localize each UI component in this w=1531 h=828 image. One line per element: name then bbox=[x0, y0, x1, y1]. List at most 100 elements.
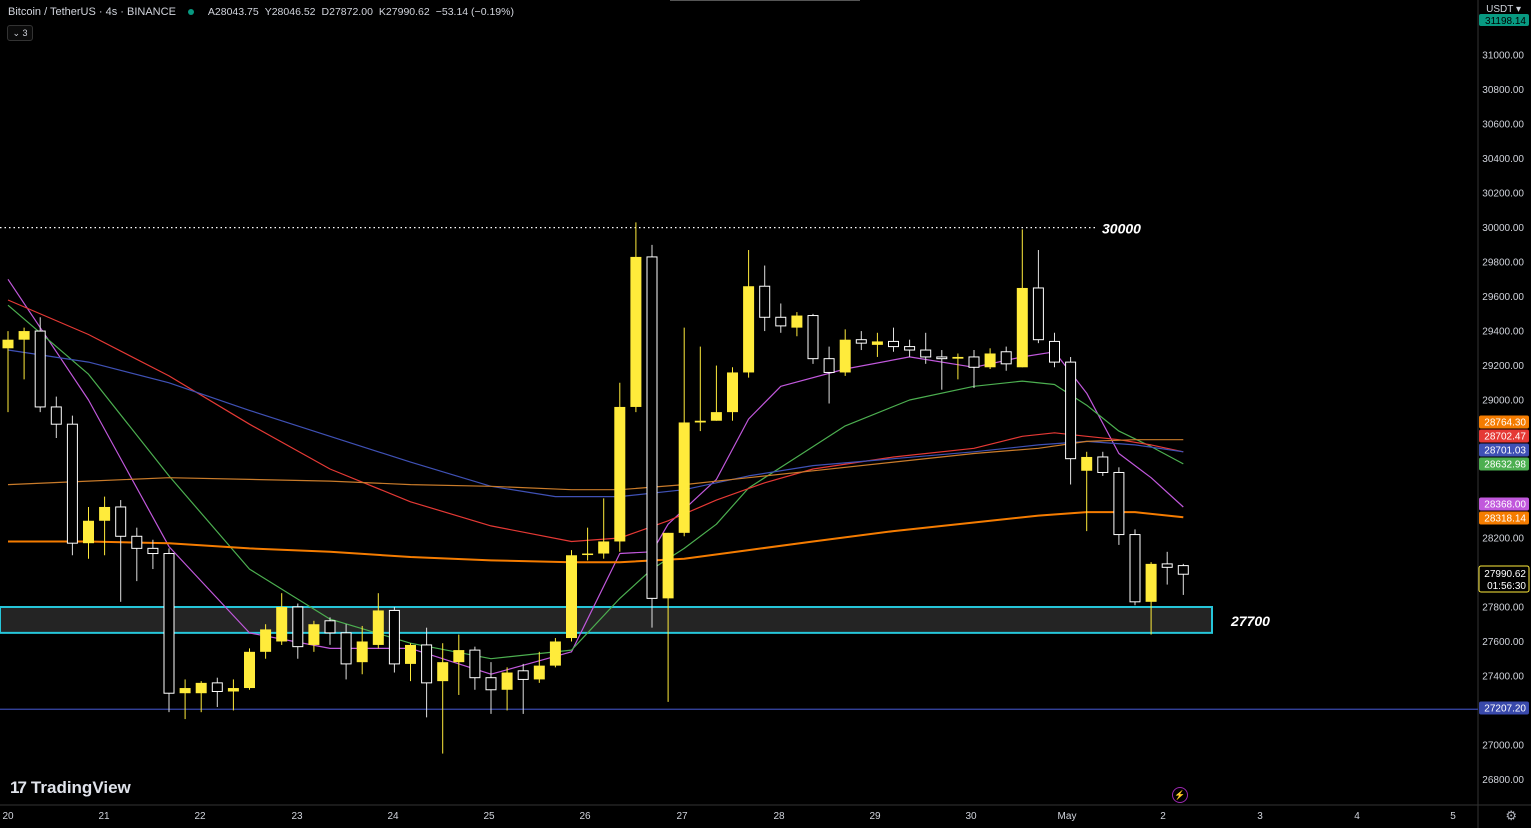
y-tick-label: 29600.00 bbox=[1482, 292, 1524, 303]
candle-body[interactable] bbox=[1081, 456, 1093, 471]
tradingview-logo[interactable]: 17 TradingView bbox=[10, 778, 131, 798]
candle-body[interactable] bbox=[549, 641, 561, 666]
candle-body[interactable] bbox=[437, 662, 449, 682]
candle-body[interactable] bbox=[227, 688, 239, 692]
candle-body[interactable] bbox=[469, 649, 481, 679]
candle-body[interactable] bbox=[710, 412, 722, 421]
candle-body[interactable] bbox=[759, 285, 771, 318]
candle-body[interactable] bbox=[904, 346, 916, 351]
lightning-icon[interactable]: ⚡ bbox=[1172, 787, 1188, 803]
candle-body[interactable] bbox=[871, 341, 883, 345]
candle-body[interactable] bbox=[984, 353, 996, 368]
candle-body[interactable] bbox=[566, 555, 577, 639]
candle-body[interactable] bbox=[1161, 563, 1173, 568]
top-divider bbox=[670, 0, 860, 1]
candle-body[interactable] bbox=[83, 520, 94, 544]
candle-body[interactable] bbox=[453, 650, 465, 663]
x-tick-label: 4 bbox=[1354, 811, 1360, 822]
candle-body[interactable] bbox=[807, 315, 819, 360]
candle-body[interactable] bbox=[115, 506, 127, 537]
candle-body[interactable] bbox=[775, 316, 787, 327]
candle-body[interactable] bbox=[1097, 456, 1109, 473]
symbol-title[interactable]: Bitcoin / TetherUS · 4s · BINANCE bbox=[8, 6, 176, 18]
candle-body[interactable] bbox=[356, 641, 368, 663]
candle-body[interactable] bbox=[244, 651, 255, 689]
candle-body[interactable] bbox=[1113, 471, 1125, 536]
candle-body[interactable] bbox=[99, 506, 111, 521]
candle-body[interactable] bbox=[791, 315, 803, 328]
candle-body[interactable] bbox=[533, 665, 545, 680]
candle-body[interactable] bbox=[163, 553, 175, 694]
gear-icon[interactable]: ⚙ bbox=[1505, 808, 1517, 823]
y-tick-label: 27600.00 bbox=[1482, 637, 1524, 648]
x-tick-label: 5 bbox=[1450, 811, 1456, 822]
candle-body[interactable] bbox=[823, 358, 835, 373]
candle-body[interactable] bbox=[646, 256, 658, 599]
candle-body[interactable] bbox=[421, 644, 433, 684]
candle-body[interactable] bbox=[598, 541, 610, 554]
candle-body[interactable] bbox=[727, 372, 738, 413]
candle-body[interactable] bbox=[308, 624, 320, 645]
candle-body[interactable] bbox=[855, 339, 867, 344]
candle-body[interactable] bbox=[501, 672, 513, 690]
candle-body[interactable] bbox=[147, 547, 159, 555]
candle-body[interactable] bbox=[1065, 361, 1077, 460]
candle-body[interactable] bbox=[324, 620, 336, 634]
candle-body[interactable] bbox=[694, 420, 706, 423]
candle-body[interactable] bbox=[388, 609, 400, 665]
candle-body[interactable] bbox=[340, 632, 352, 665]
candle-body[interactable] bbox=[936, 356, 948, 360]
candle-body[interactable] bbox=[50, 406, 62, 425]
y-tick-label: 30400.00 bbox=[1482, 154, 1524, 165]
candle-body[interactable] bbox=[260, 629, 272, 652]
candle-body[interactable] bbox=[888, 340, 899, 348]
candle-body[interactable] bbox=[1145, 563, 1157, 602]
ohlc-low: D27872.00 bbox=[321, 6, 373, 18]
candle-body[interactable] bbox=[839, 339, 851, 373]
candle-body[interactable] bbox=[195, 682, 207, 694]
y-tick-label: 26800.00 bbox=[1482, 775, 1524, 786]
candle-body[interactable] bbox=[292, 606, 304, 648]
candle-countdown-label: 01:56:30 bbox=[1487, 581, 1526, 592]
x-tick-label: 22 bbox=[194, 811, 206, 822]
candle-body[interactable] bbox=[517, 670, 529, 680]
candle-body[interactable] bbox=[678, 422, 690, 533]
support-zone[interactable] bbox=[0, 605, 1213, 634]
candle-body[interactable] bbox=[405, 644, 416, 664]
candle-body[interactable] bbox=[66, 423, 78, 544]
candle-body[interactable] bbox=[1049, 340, 1060, 363]
currency-selector[interactable]: USDT ▾ bbox=[1486, 4, 1521, 15]
candle-body[interactable] bbox=[1000, 351, 1012, 365]
candle-body[interactable] bbox=[630, 256, 642, 407]
candle-body[interactable] bbox=[34, 330, 46, 408]
candle-body[interactable] bbox=[1016, 287, 1028, 368]
candle-body[interactable] bbox=[372, 610, 384, 645]
candle-body[interactable] bbox=[1129, 534, 1141, 603]
candle-body[interactable] bbox=[485, 677, 497, 691]
candle-body[interactable] bbox=[743, 286, 755, 373]
candle-body[interactable] bbox=[179, 688, 191, 694]
candle-body[interactable] bbox=[582, 553, 594, 556]
candle-body[interactable] bbox=[276, 606, 288, 642]
ohlc-close: K27990.62 bbox=[378, 6, 430, 18]
moving-average-line bbox=[8, 511, 1184, 564]
candle-body[interactable] bbox=[18, 331, 30, 340]
indicator-toggle-button[interactable]: ⌄ 3 bbox=[7, 25, 33, 41]
candle-body[interactable] bbox=[131, 535, 143, 549]
tradingview-logo-icon: 17 bbox=[10, 778, 27, 797]
top-price-tag-label: 31198.14 bbox=[1485, 16, 1526, 27]
candle-body[interactable] bbox=[662, 532, 674, 599]
candle-body[interactable] bbox=[952, 356, 964, 359]
candle-body[interactable] bbox=[1177, 565, 1189, 575]
candle-body[interactable] bbox=[211, 682, 223, 692]
moving-average-line bbox=[7, 349, 1184, 498]
candle-body[interactable] bbox=[1032, 287, 1044, 341]
candle-body[interactable] bbox=[614, 406, 626, 542]
symbol-legend[interactable]: Bitcoin / TetherUS · 4s · BINANCE A28043… bbox=[8, 6, 514, 18]
candle-body[interactable] bbox=[968, 356, 980, 368]
candle-body[interactable] bbox=[2, 339, 14, 349]
x-tick-label: 27 bbox=[676, 811, 688, 822]
moving-average-line bbox=[7, 299, 1184, 543]
candle-body[interactable] bbox=[920, 349, 932, 358]
